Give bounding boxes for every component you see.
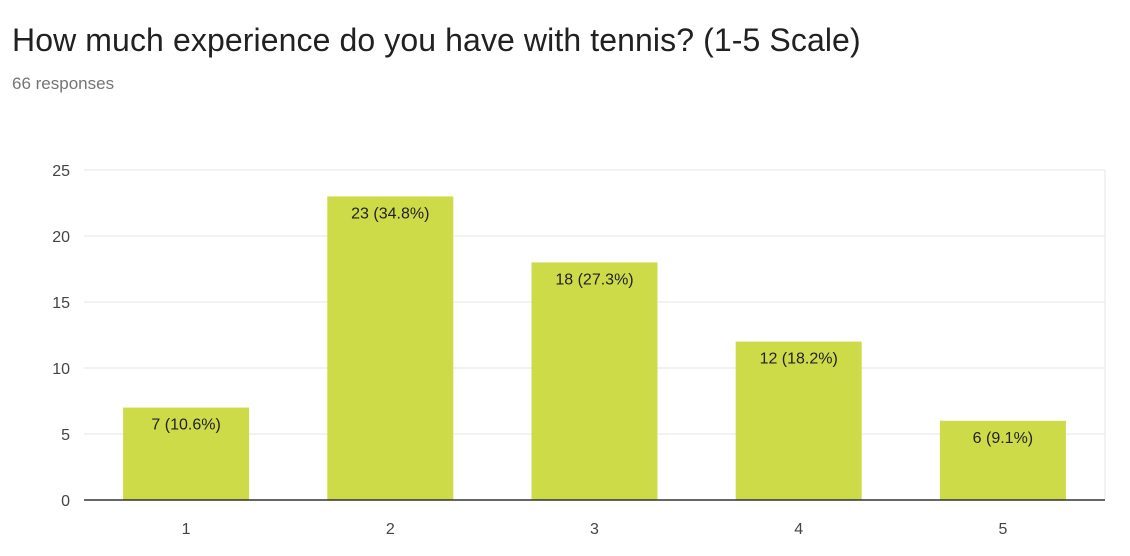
y-tick-label: 20 xyxy=(52,229,70,246)
y-tick-label: 10 xyxy=(52,361,70,378)
y-tick-label: 15 xyxy=(52,295,70,312)
data-label-5: 6 (9.1%) xyxy=(973,430,1033,447)
question-title: How much experience do you have with ten… xyxy=(12,22,861,58)
data-label-4: 12 (18.2%) xyxy=(760,351,838,368)
y-tick-label: 0 xyxy=(61,493,70,510)
bar-4 xyxy=(735,341,862,500)
x-tick-label-5: 5 xyxy=(998,521,1007,538)
data-label-3: 18 (27.3%) xyxy=(555,271,633,288)
bar-5 xyxy=(939,420,1066,500)
data-label-2: 23 (34.8%) xyxy=(351,205,429,222)
x-tick-label-2: 2 xyxy=(386,521,395,538)
y-tick-label: 25 xyxy=(52,163,70,180)
x-tick-label-3: 3 xyxy=(590,521,599,538)
data-label-1: 7 (10.6%) xyxy=(151,417,220,434)
x-tick-label-4: 4 xyxy=(794,521,803,538)
bar-2 xyxy=(327,196,454,500)
bar-1 xyxy=(123,407,250,500)
x-tick-label-1: 1 xyxy=(182,521,191,538)
y-tick-label: 5 xyxy=(61,427,70,444)
response-count: 66 responses xyxy=(12,74,115,93)
bar-3 xyxy=(531,262,658,500)
